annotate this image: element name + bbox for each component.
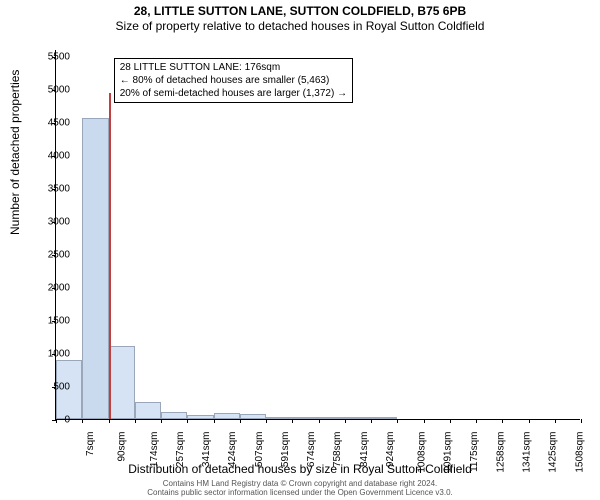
histogram-bar — [345, 417, 371, 419]
histogram-bar — [82, 118, 108, 419]
ytick-label: 4500 — [30, 117, 70, 128]
chart-footer: Contains HM Land Registry data © Crown c… — [0, 479, 600, 498]
xtick-line — [214, 419, 215, 423]
histogram-bar — [266, 417, 292, 419]
ytick-label: 5500 — [30, 51, 70, 62]
histogram-bar — [135, 402, 161, 419]
x-axis-label: Distribution of detached houses by size … — [0, 462, 600, 476]
xtick-line — [319, 419, 320, 423]
histogram-bar — [240, 414, 266, 419]
ytick-label: 2000 — [30, 282, 70, 293]
annotation-line: ← 80% of detached houses are smaller (5,… — [120, 74, 347, 87]
ytick-label: 2500 — [30, 249, 70, 260]
ytick-label: 5000 — [30, 84, 70, 95]
xtick-line — [397, 419, 398, 423]
xtick-line — [345, 419, 346, 423]
plot-region: 7sqm90sqm174sqm257sqm341sqm424sqm507sqm5… — [55, 50, 580, 420]
xtick-line — [292, 419, 293, 423]
xtick-line — [424, 419, 425, 423]
chart-area: 7sqm90sqm174sqm257sqm341sqm424sqm507sqm5… — [55, 50, 580, 420]
ytick-label: 500 — [30, 381, 70, 392]
xtick-line — [240, 419, 241, 423]
xtick-label: 7sqm — [85, 432, 96, 456]
y-axis-label: Number of detached properties — [8, 70, 22, 235]
histogram-bar — [214, 413, 240, 419]
xtick-line — [161, 419, 162, 423]
annotation-line: 28 LITTLE SUTTON LANE: 176sqm — [120, 61, 347, 74]
histogram-bar — [319, 417, 345, 419]
xtick-line — [476, 419, 477, 423]
xtick-line — [555, 419, 556, 423]
chart-subtitle: Size of property relative to detached ho… — [0, 18, 600, 33]
xtick-line — [450, 419, 451, 423]
ytick-label: 3500 — [30, 183, 70, 194]
xtick-line — [581, 419, 582, 423]
xtick-line — [109, 419, 110, 423]
xtick-line — [371, 419, 372, 423]
property-marker-line — [109, 93, 111, 419]
xtick-line — [529, 419, 530, 423]
histogram-bar — [292, 417, 318, 419]
xtick-line — [187, 419, 188, 423]
chart-container: 28, LITTLE SUTTON LANE, SUTTON COLDFIELD… — [0, 0, 600, 500]
annotation-box: 28 LITTLE SUTTON LANE: 176sqm← 80% of de… — [114, 58, 353, 103]
histogram-bar — [371, 417, 397, 419]
chart-title: 28, LITTLE SUTTON LANE, SUTTON COLDFIELD… — [0, 0, 600, 18]
xtick-line — [266, 419, 267, 423]
annotation-line: 20% of semi-detached houses are larger (… — [120, 87, 347, 100]
xtick-line — [502, 419, 503, 423]
histogram-bar — [161, 412, 187, 419]
ytick-label: 4000 — [30, 150, 70, 161]
footer-line-2: Contains public sector information licen… — [0, 488, 600, 498]
ytick-label: 1500 — [30, 315, 70, 326]
histogram-bar — [109, 346, 135, 419]
xtick-label: 90sqm — [117, 432, 128, 462]
ytick-label: 1000 — [30, 348, 70, 359]
footer-line-1: Contains HM Land Registry data © Crown c… — [0, 479, 600, 489]
xtick-line — [135, 419, 136, 423]
ytick-label: 0 — [30, 415, 70, 426]
histogram-bar — [187, 415, 213, 419]
ytick-label: 3000 — [30, 216, 70, 227]
xtick-line — [82, 419, 83, 423]
